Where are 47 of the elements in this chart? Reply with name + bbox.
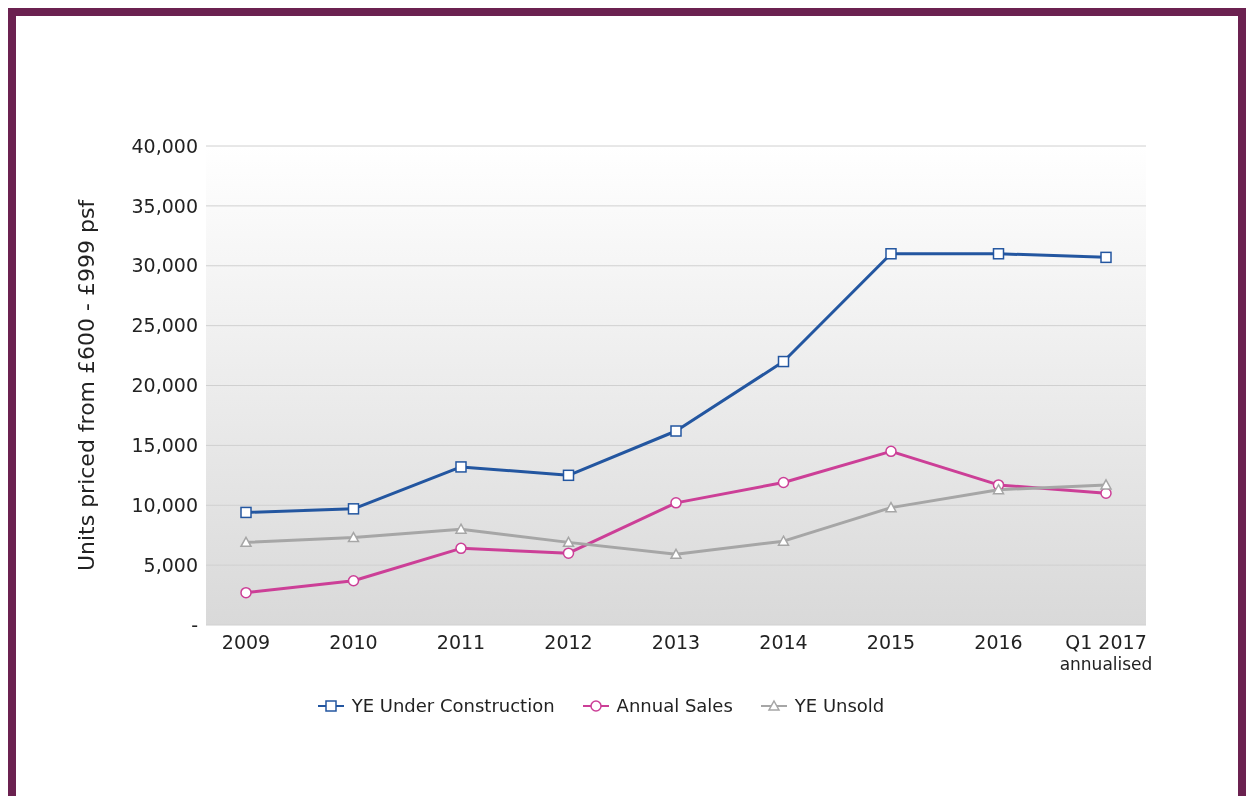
y-tick-label: 40,000 <box>131 134 198 157</box>
x-tick-label: 2016 <box>974 631 1023 653</box>
y-tick-label: 35,000 <box>131 194 198 217</box>
point <box>670 425 682 437</box>
point <box>562 547 575 559</box>
point <box>885 501 897 513</box>
y-tick-label: 30,000 <box>131 254 198 277</box>
y-tick-label: 15,000 <box>131 434 198 457</box>
point <box>777 535 790 546</box>
point <box>455 461 467 473</box>
point <box>240 586 252 599</box>
point <box>347 503 360 515</box>
x-tick-label: 2012 <box>544 631 593 653</box>
y-tick-label: - <box>191 613 198 636</box>
x-tick-label: 2014 <box>759 631 808 653</box>
point <box>777 476 790 489</box>
legend-label: YE Unsold <box>793 695 885 716</box>
point <box>1100 251 1112 264</box>
x-tick-label: 2011 <box>436 631 486 653</box>
point <box>455 523 467 534</box>
point <box>777 355 790 368</box>
legend-label: YE Under Construction <box>350 695 555 716</box>
point <box>347 574 360 587</box>
y-tick-label: 20,000 <box>131 374 198 397</box>
x-tick-label: 2009 <box>221 631 271 653</box>
y-axis-title: Units priced from £600 - £999 psf <box>73 198 99 572</box>
point <box>885 248 897 260</box>
point <box>455 542 467 555</box>
point <box>992 483 1005 495</box>
point <box>562 469 575 482</box>
legend-label: Annual Sales <box>615 695 733 716</box>
x-tick-label: 2013 <box>651 631 701 653</box>
point <box>992 248 1005 260</box>
point <box>240 536 252 548</box>
point <box>670 548 682 560</box>
x-tick-label: Q1 2017 annualised <box>1059 631 1153 674</box>
point <box>885 445 897 458</box>
point <box>1100 479 1112 490</box>
point <box>670 497 682 509</box>
point <box>347 531 360 543</box>
x-tick-label: 2015 <box>866 631 916 653</box>
point <box>240 506 252 519</box>
y-tick-label: 10,000 <box>131 493 198 516</box>
y-tick-label: 5,000 <box>143 553 198 576</box>
y-tick-label: 25,000 <box>131 314 198 337</box>
x-tick-label: 2010 <box>329 631 378 653</box>
point <box>562 536 575 548</box>
